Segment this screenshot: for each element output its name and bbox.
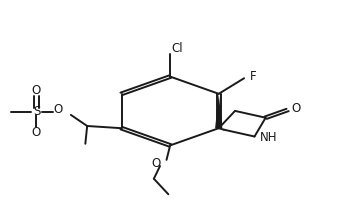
Text: NH: NH xyxy=(260,131,278,144)
Text: Cl: Cl xyxy=(172,42,183,55)
Text: F: F xyxy=(250,69,256,83)
Text: S: S xyxy=(33,105,40,118)
Text: O: O xyxy=(54,103,63,116)
Text: O: O xyxy=(32,126,41,139)
Text: O: O xyxy=(291,102,300,115)
Polygon shape xyxy=(215,94,222,128)
Text: O: O xyxy=(151,157,160,170)
Text: O: O xyxy=(32,84,41,97)
